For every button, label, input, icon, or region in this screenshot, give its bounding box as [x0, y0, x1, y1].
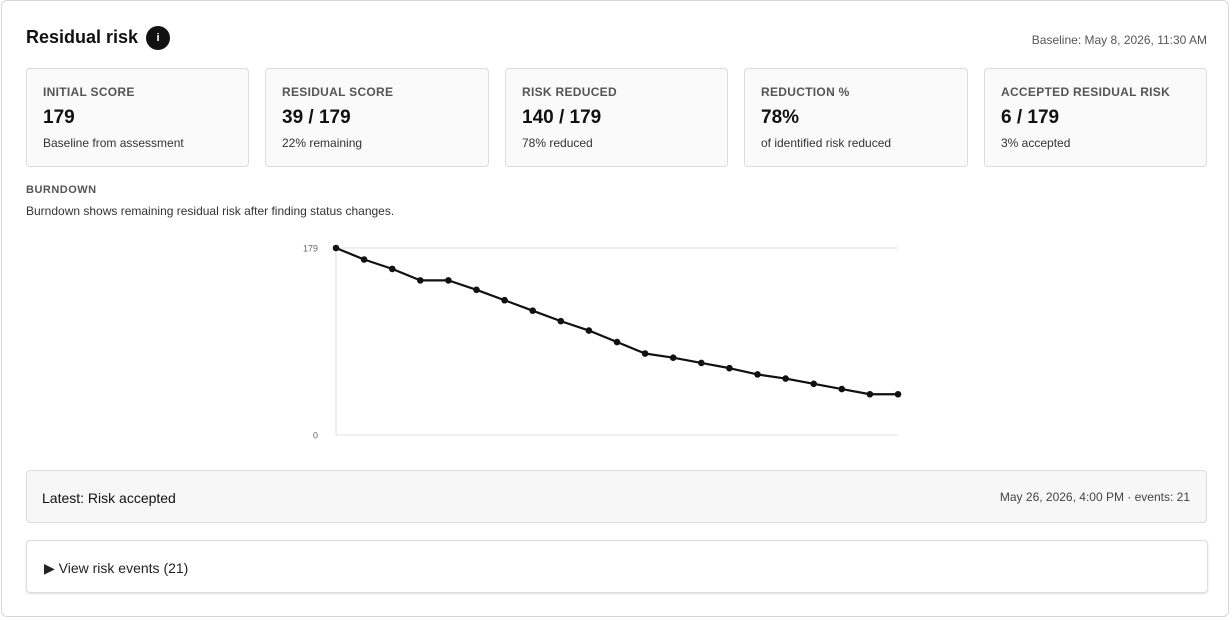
- baseline: Baseline: May 8, 2026, 11:30 AM: [1031, 33, 1207, 47]
- stat-note: of identified risk reduced: [761, 136, 892, 150]
- data-point: [360, 256, 368, 263]
- data-point: [388, 265, 396, 273]
- data-point: [641, 350, 649, 357]
- data-point: [501, 296, 508, 304]
- stat-value: 78%: [761, 107, 800, 128]
- stat-value: 6 / 179: [1001, 107, 1060, 128]
- stat-value: 179: [43, 107, 75, 128]
- info-icon[interactable]: i: [146, 26, 170, 50]
- y-tick-label: 179: [303, 243, 318, 253]
- data-point: [782, 375, 789, 382]
- data-point: [445, 277, 452, 284]
- data-point: [838, 385, 846, 393]
- events-toggle[interactable]: ▶ View risk events (21): [44, 560, 189, 576]
- data-point: [698, 359, 705, 367]
- events-panel: ▶ View risk events (21): [26, 540, 1208, 593]
- data-point: [585, 327, 593, 334]
- stat-label: RISK REDUCED: [522, 85, 617, 99]
- stat-label: REDUCTION %: [761, 85, 850, 99]
- data-point: [529, 307, 536, 314]
- stat-card: ACCEPTED RESIDUAL RISK 6 / 179 3% accept…: [984, 68, 1207, 167]
- stat-note: 78% reduced: [522, 136, 593, 150]
- latest-label: Latest: Risk accepted: [42, 490, 176, 506]
- data-point: [332, 244, 340, 252]
- stat-card: RESIDUAL SCORE 39 / 179 22% remaining: [265, 68, 489, 167]
- stat-card: INITIAL SCORE 179 Baseline from assessme…: [26, 68, 249, 167]
- stat-note: 22% remaining: [282, 136, 363, 150]
- burndown-chart: 0 179: [303, 243, 902, 440]
- data-point: [726, 364, 733, 372]
- stat-card: REDUCTION % 78% of identified risk reduc…: [744, 68, 968, 167]
- data-point: [669, 354, 677, 361]
- stat-label: INITIAL SCORE: [43, 85, 135, 99]
- burndown-line: [335, 246, 898, 396]
- data-point: [754, 371, 761, 378]
- data-point: [473, 286, 480, 294]
- data-point: [417, 277, 424, 284]
- data-point: [810, 380, 817, 388]
- title: Residual risk: [26, 27, 139, 47]
- stat-card: RISK REDUCED 140 / 179 78% reduced: [505, 68, 728, 167]
- stat-note: Baseline from assessment: [43, 136, 184, 150]
- y-tick-label: 0: [313, 430, 318, 440]
- data-point: [613, 338, 621, 346]
- stat-value: 39 / 179: [282, 107, 351, 128]
- section-description: Burndown shows remaining residual risk a…: [26, 204, 395, 218]
- stat-label: RESIDUAL SCORE: [282, 85, 394, 99]
- data-point: [557, 317, 565, 325]
- stat-value: 140 / 179: [522, 107, 602, 128]
- data-point: [866, 390, 874, 398]
- stat-note: 3% accepted: [1001, 136, 1071, 150]
- stat-label: ACCEPTED RESIDUAL RISK: [1001, 85, 1171, 99]
- data-point: [894, 390, 902, 398]
- latest-meta: May 26, 2026, 4:00 PM · events: 21: [999, 490, 1190, 504]
- section-heading: BURNDOWN: [26, 184, 97, 196]
- latest-bar: Latest: Risk accepted May 26, 2026, 4:00…: [26, 470, 1207, 523]
